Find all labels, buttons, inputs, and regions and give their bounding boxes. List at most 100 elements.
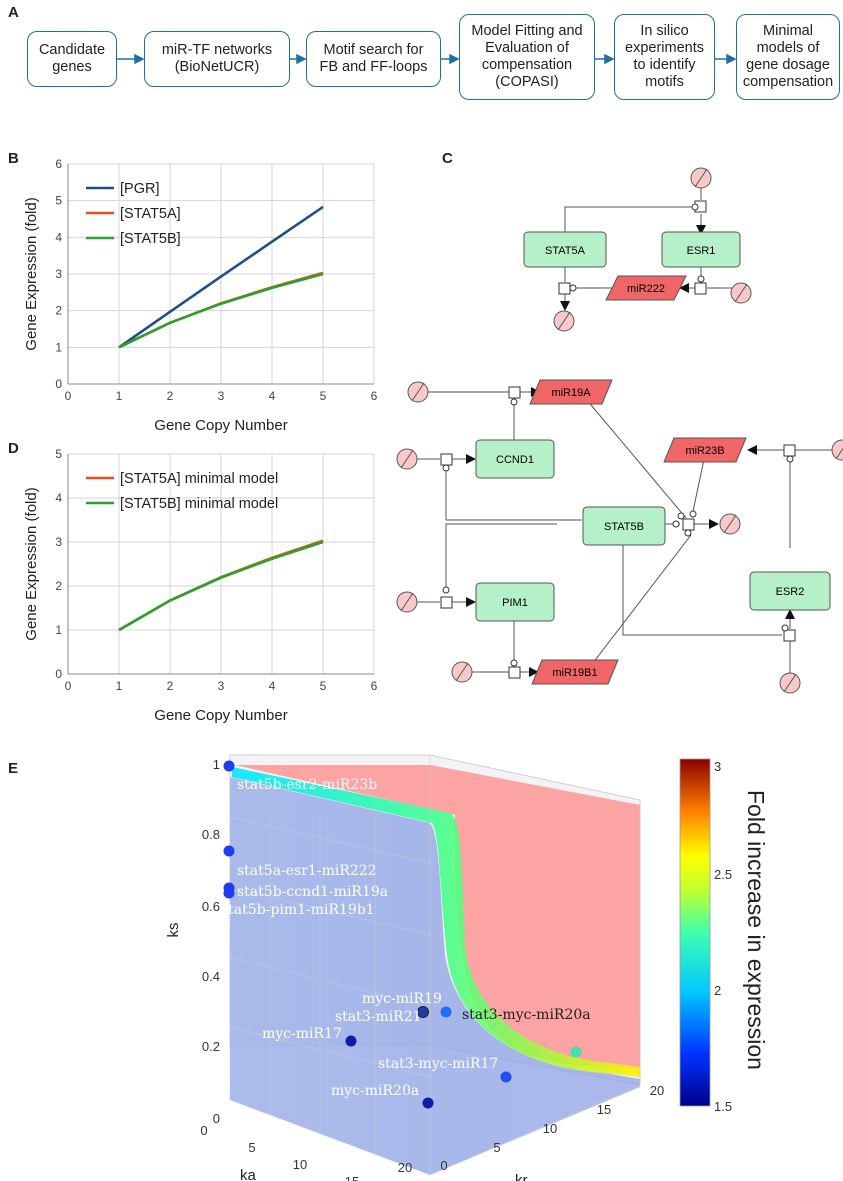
series-line-pgr [118, 205, 324, 349]
axis-ka-label: ka [240, 1167, 257, 1181]
x-axis-label: Gene Copy Number [154, 707, 287, 724]
node-ccnd1: CCND1 [475, 439, 555, 479]
svg-text:15: 15 [597, 1102, 611, 1117]
svg-text:stat5b-pim1-miR19b1: stat5b-pim1-miR19b1 [221, 902, 375, 918]
svg-text:0: 0 [213, 1111, 220, 1126]
series-line-stat5b-minimal-model [118, 540, 324, 632]
x-tick-label: 4 [269, 389, 276, 403]
svg-text:0.6: 0.6 [202, 899, 220, 914]
pipeline-step-6: Minimal models of gene dosage compensati… [736, 14, 840, 100]
x-tick-label: 3 [218, 389, 225, 403]
svg-text:20: 20 [650, 1083, 664, 1098]
colorbar-label: Fold increase in expression [743, 790, 769, 1070]
svg-text:STAT5B: STAT5B [604, 521, 644, 533]
svg-text:myc-miR17: myc-miR17 [262, 1026, 342, 1042]
point-myc-mir19 [440, 1006, 452, 1018]
node-esr1: ESR1 [661, 231, 741, 268]
pipeline-step-1: Candidate genes [27, 31, 117, 87]
point-stat3-myc-mir20a [570, 1046, 582, 1058]
x-tick-label: 1 [116, 679, 123, 693]
sink-symbols-top [553, 167, 752, 332]
node-pim1: PIM1 [475, 582, 555, 622]
point-stat3-myc-mir17 [500, 1071, 512, 1083]
y-tick-label: 1 [55, 623, 62, 637]
svg-text:2.5: 2.5 [714, 867, 732, 882]
svg-text:myc-miR20a: myc-miR20a [331, 1083, 419, 1099]
svg-text:1.5: 1.5 [714, 1099, 732, 1114]
svg-text:ESR1: ESR1 [687, 245, 716, 257]
sink-symbols-bottom [396, 381, 843, 694]
point-stat3-mir21 [417, 1006, 429, 1018]
point-stat5b-esr2-mir23b [223, 760, 235, 772]
chart-b: 0 1 2 3 4 5 6 0 1 2 3 4 5 6 Gene Copy Number Gene Expre… [23, 157, 378, 434]
panel-label-c: C [442, 150, 453, 167]
x-tick-label: 6 [371, 389, 378, 403]
axis-ks-label: ks [165, 923, 182, 938]
svg-text:PIM1: PIM1 [502, 597, 528, 609]
point-labels: stat5b-esr2-miR23b stat5a-esr1-miR222 st… [221, 777, 591, 1099]
svg-text:CCND1: CCND1 [496, 454, 534, 466]
svg-text:STAT5A: STAT5A [545, 245, 586, 257]
chart-e: 1 0.8 0.6 0.4 0.2 0 ks 0 5 10 15 20 ka 0… [165, 754, 769, 1181]
point-myc-mir17 [345, 1035, 357, 1047]
svg-text:stat3-myc-miR20a: stat3-myc-miR20a [462, 1007, 591, 1023]
y-tick-label: 3 [55, 535, 62, 549]
bottom-network-process-nodes [440, 386, 796, 679]
y-tick-label: 4 [55, 230, 62, 244]
pipeline-step-4: Model Fitting and Evaluation of compensa… [459, 14, 595, 100]
svg-text:miR23B: miR23B [685, 445, 724, 457]
svg-text:0.2: 0.2 [202, 1039, 220, 1054]
series-line-stat5b [118, 272, 324, 349]
x-axis-label: Gene Copy Number [154, 417, 287, 434]
svg-text:0.4: 0.4 [202, 969, 220, 984]
x-tick-label: 5 [320, 389, 327, 403]
node-mir23b: miR23B [663, 437, 747, 463]
node-stat5a: STAT5A [523, 231, 607, 268]
axis-ks-ticks: 1 0.8 0.6 0.4 0.2 0 [202, 757, 220, 1126]
top-network-process-nodes [558, 200, 707, 295]
svg-text:miR19B1: miR19B1 [552, 667, 597, 679]
legend-label: [STAT5B] minimal model [120, 496, 278, 512]
x-tick-label: 4 [269, 679, 276, 693]
axis-kr-ticks: 0 5 10 15 20 [440, 1083, 664, 1173]
svg-text:stat5a-esr1-miR222: stat5a-esr1-miR222 [237, 863, 377, 879]
svg-text:stat3-miR21: stat3-miR21 [335, 1009, 422, 1025]
svg-text:1: 1 [213, 757, 220, 772]
pipeline-step-3: Motif search for FB and FF-loops [306, 31, 441, 87]
edge-stat5a-to-esr1-process [564, 206, 695, 232]
svg-text:3: 3 [714, 759, 721, 774]
svg-text:2: 2 [714, 983, 721, 998]
point-stat5b-pim1-mir19b1 [223, 887, 235, 899]
x-tick-label: 6 [371, 679, 378, 693]
svg-text:15: 15 [345, 1174, 359, 1181]
y-tick-label: 1 [55, 340, 62, 354]
x-tick-label: 0 [65, 679, 72, 693]
colorbar-ticks: 3 2.5 2 1.5 [714, 759, 732, 1114]
axis-kr-label: kr [515, 1172, 528, 1181]
svg-text:5: 5 [248, 1140, 255, 1155]
node-esr2: ESR2 [749, 571, 831, 611]
legend-label: [STAT5A] minimal model [120, 471, 278, 487]
svg-text:myc-miR19: myc-miR19 [362, 991, 442, 1007]
node-mir19b1: miR19B1 [531, 659, 619, 685]
svg-text:stat5b-ccnd1-miR19a: stat5b-ccnd1-miR19a [237, 884, 388, 900]
surface-high-region [230, 765, 640, 1070]
surface-low-region [230, 777, 640, 1175]
panel-label-d: D [8, 440, 19, 457]
legend-label: [STAT5A] [120, 206, 181, 222]
panel-label-e: E [8, 760, 19, 777]
x-tick-label: 2 [167, 679, 174, 693]
svg-text:0.8: 0.8 [202, 827, 220, 842]
point-myc-mir20a [422, 1097, 434, 1109]
x-tick-label: 2 [167, 389, 174, 403]
svg-text:miR19A: miR19A [551, 387, 591, 399]
y-tick-label: 3 [55, 267, 62, 281]
x-tick-label: 3 [218, 679, 225, 693]
y-tick-label: 0 [55, 377, 62, 391]
surface-transition-band [232, 767, 640, 1077]
node-stat5b: STAT5B [582, 506, 666, 546]
node-mir19a: miR19A [529, 379, 613, 405]
y-tick-label: 2 [55, 304, 62, 318]
y-tick-label: 6 [55, 157, 62, 171]
legend-label: [PGR] [120, 181, 159, 197]
